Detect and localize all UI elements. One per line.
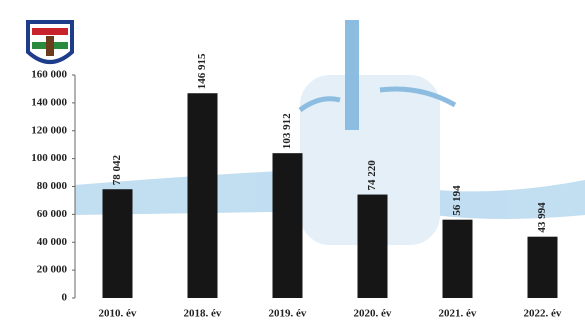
y-tick-label: 20 000 bbox=[37, 264, 68, 276]
y-tick-label: 160 000 bbox=[31, 69, 67, 81]
x-tick-label: 2010. év bbox=[99, 308, 137, 320]
bar bbox=[187, 93, 218, 299]
y-tick-label: 140 000 bbox=[31, 96, 67, 108]
bar bbox=[442, 219, 473, 298]
value-label: 78 042 bbox=[111, 154, 123, 185]
x-tick-label: 2018. év bbox=[184, 308, 222, 320]
bar bbox=[272, 153, 303, 298]
x-tick-label: 2020. év bbox=[354, 308, 392, 320]
x-tick-label: 2021. év bbox=[439, 308, 477, 320]
y-tick-label: 40 000 bbox=[37, 236, 68, 248]
value-label: 146 915 bbox=[196, 53, 208, 89]
value-label: 74 220 bbox=[366, 160, 378, 191]
x-tick-label: 2019. év bbox=[269, 308, 307, 320]
logo bbox=[26, 20, 74, 64]
x-tick-label: 2022. év bbox=[524, 308, 562, 320]
y-tick-label: 0 bbox=[62, 292, 68, 304]
value-label: 103 912 bbox=[281, 113, 293, 149]
value-label: 56 194 bbox=[451, 185, 463, 216]
value-label: 43 994 bbox=[536, 202, 548, 233]
y-tick-label: 80 000 bbox=[37, 180, 68, 192]
bar bbox=[102, 189, 133, 298]
bar bbox=[357, 194, 388, 298]
y-tick-label: 100 000 bbox=[31, 152, 67, 164]
background-image bbox=[75, 20, 585, 245]
bar bbox=[527, 236, 558, 298]
y-tick-label: 120 000 bbox=[31, 124, 67, 136]
y-tick-label: 60 000 bbox=[37, 208, 68, 220]
